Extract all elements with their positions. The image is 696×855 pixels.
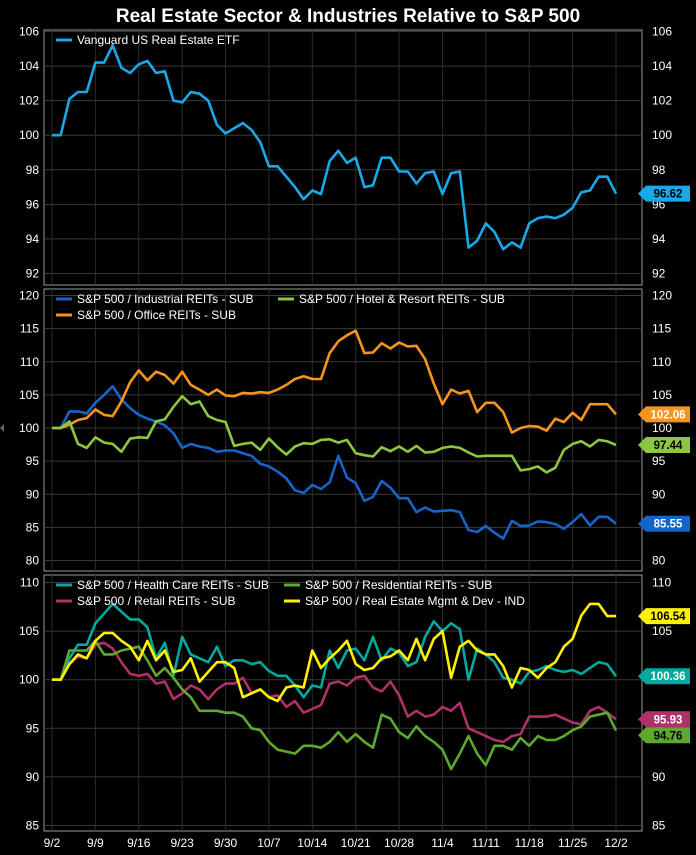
y-tick-label-right: 106 xyxy=(652,25,672,39)
y-tick-label-right: 105 xyxy=(652,388,672,402)
panel-frame xyxy=(43,574,643,832)
last-value-label: 96.62 xyxy=(654,189,683,201)
x-tick-label: 9/9 xyxy=(87,836,104,850)
y-tick-label-right: 100 xyxy=(652,421,672,435)
y-tick-label-left: 105 xyxy=(19,624,39,638)
legend-label: S&P 500 / Residential REITs - SUB xyxy=(305,578,492,592)
series-line xyxy=(52,384,617,540)
panel-frame xyxy=(43,288,643,572)
y-tick-label-right: 102 xyxy=(652,94,672,108)
x-tick-label: 10/28 xyxy=(384,836,414,850)
x-tick-label: 10/14 xyxy=(297,836,327,850)
y-tick-label-left: 90 xyxy=(26,487,40,501)
legend-label: S&P 500 / Hotel & Resort REITs - SUB xyxy=(299,292,505,306)
last-value-badge xyxy=(638,406,690,423)
last-value-badge xyxy=(638,727,690,744)
y-tick-label-right: 80 xyxy=(652,554,666,568)
x-tick-label: 9/16 xyxy=(127,836,151,850)
y-tick-label-right: 120 xyxy=(652,289,672,303)
y-tick-label-left: 98 xyxy=(26,163,40,177)
y-tick-label-right: 90 xyxy=(652,770,666,784)
x-tick-label: 9/2 xyxy=(44,836,61,850)
y-tick-label-right: 110 xyxy=(652,576,671,590)
y-tick-label-right: 104 xyxy=(652,59,672,73)
legend-label: Vanguard US Real Estate ETF xyxy=(77,33,240,47)
x-tick-label: 11/4 xyxy=(431,836,454,850)
panel-2: 8080858590909595100100105105110110115115… xyxy=(19,288,690,572)
y-tick-label-right: 115 xyxy=(652,322,671,336)
y-tick-label-left: 100 xyxy=(19,673,39,687)
x-tick-label: 9/23 xyxy=(170,836,194,850)
collapse-handle xyxy=(0,424,4,432)
series-line xyxy=(52,43,618,251)
last-value-label: 100.36 xyxy=(650,671,685,683)
last-value-badge xyxy=(638,185,690,202)
x-tick-label: 11/18 xyxy=(515,836,544,850)
y-tick-label-right: 98 xyxy=(652,163,666,177)
x-tick-label: 11/11 xyxy=(472,836,501,850)
series-line xyxy=(52,639,618,771)
y-tick-label-left: 85 xyxy=(26,520,40,534)
panel-3: 858590909595100100105105110110106.54100.… xyxy=(19,574,690,833)
series-line xyxy=(52,394,617,474)
y-tick-label-left: 102 xyxy=(19,94,39,108)
x-tick-label: 10/21 xyxy=(341,836,371,850)
y-tick-label-left: 92 xyxy=(26,267,40,281)
last-value-badge xyxy=(638,668,690,685)
y-tick-label-left: 110 xyxy=(20,355,39,369)
x-tick-label: 12/2 xyxy=(604,836,628,850)
y-tick-label-right: 90 xyxy=(652,487,666,501)
y-tick-label-right: 92 xyxy=(652,267,666,281)
last-value-label: 85.55 xyxy=(654,519,683,531)
last-value-label: 94.76 xyxy=(654,730,683,742)
y-tick-label-left: 106 xyxy=(19,25,39,39)
x-tick-label: 9/30 xyxy=(214,836,238,850)
x-tick-label: 10/7 xyxy=(257,836,281,850)
y-tick-label-right: 94 xyxy=(652,232,666,246)
y-tick-label-left: 96 xyxy=(26,197,40,211)
chart-title: Real Estate Sector & Industries Relative… xyxy=(115,6,581,27)
y-tick-label-right: 110 xyxy=(652,355,671,369)
y-tick-label-right: 105 xyxy=(652,624,672,638)
y-tick-label-left: 115 xyxy=(20,322,39,336)
series-line xyxy=(52,329,617,434)
legend-label: S&P 500 / Industrial REITs - SUB xyxy=(77,292,254,306)
y-tick-label-left: 100 xyxy=(19,128,39,142)
series-line xyxy=(52,602,616,703)
legend-label: S&P 500 / Retail REITs - SUB xyxy=(77,594,236,608)
series-line xyxy=(52,602,618,699)
legend-label: S&P 500 / Real Estate Mgmt & Dev - IND xyxy=(305,594,525,608)
y-tick-label-right: 95 xyxy=(652,454,666,468)
y-tick-label-left: 94 xyxy=(26,232,40,246)
legend-label: S&P 500 / Health Care REITs - SUB xyxy=(77,578,269,592)
y-tick-label-left: 95 xyxy=(26,454,40,468)
y-tick-label-left: 120 xyxy=(19,289,39,303)
series-line xyxy=(52,641,617,744)
y-tick-label-left: 100 xyxy=(19,421,39,435)
x-tick-label: 11/25 xyxy=(558,836,587,850)
last-value-badge xyxy=(638,608,690,625)
last-value-label: 97.44 xyxy=(654,440,683,452)
y-tick-label-left: 95 xyxy=(26,721,40,735)
y-tick-label-right: 85 xyxy=(652,819,666,833)
y-tick-label-left: 90 xyxy=(26,770,40,784)
last-value-badge xyxy=(638,711,690,728)
last-value-badge xyxy=(638,515,690,532)
last-value-label: 106.54 xyxy=(650,611,686,623)
last-value-label: 102.06 xyxy=(650,409,685,421)
y-tick-label-left: 80 xyxy=(26,554,40,568)
y-tick-label-left: 85 xyxy=(26,819,40,833)
y-tick-label-left: 104 xyxy=(19,59,39,73)
y-tick-label-right: 100 xyxy=(652,128,672,142)
y-tick-label-left: 105 xyxy=(19,388,39,402)
legend-label: S&P 500 / Office REITs - SUB xyxy=(77,308,236,322)
last-value-badge xyxy=(638,436,690,453)
last-value-label: 95.93 xyxy=(654,714,683,726)
y-tick-label-left: 110 xyxy=(20,576,39,590)
